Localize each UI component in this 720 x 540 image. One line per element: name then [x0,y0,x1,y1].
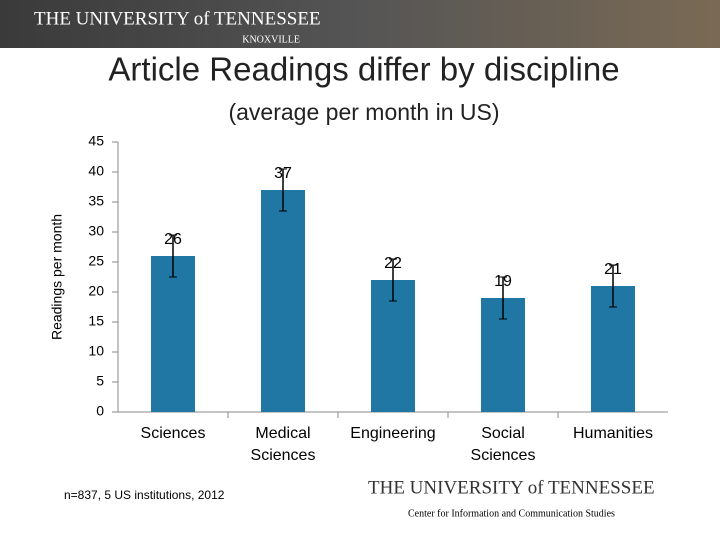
x-tick-label: Medical Sciences [250,425,316,464]
footnote: n=837, 5 US institutions, 2012 [64,488,225,502]
y-tick-label: 20 [88,283,104,299]
y-tick-label: 40 [88,163,104,179]
y-tick-label: 15 [88,313,104,329]
value-label: 26 [164,231,182,248]
y-tick-label: 30 [88,223,104,239]
bar [261,190,305,412]
x-tick-label: Sciences [140,425,206,442]
x-tick-label: Engineering [350,425,436,442]
chart-subtitle: (average per month in US) [228,99,499,125]
value-label: 19 [494,273,512,290]
y-tick-label: 10 [88,343,104,359]
chart-title: Article Readings differ by discipline [108,51,619,88]
bar [371,280,415,412]
y-tick-label: 5 [96,373,104,389]
x-tick-label: Social Sciences [470,425,536,464]
footer-center: Center for Information and Communication… [408,508,615,519]
x-tick-label: Humanities [572,425,654,442]
y-tick-label: 35 [88,193,104,209]
bar [151,256,195,412]
value-label: 37 [274,165,292,182]
header-campus: KNOXVILLE [242,34,300,45]
header-banner [0,0,720,48]
value-label: 21 [604,261,622,278]
header-university: THE UNIVERSITY of TENNESSEE [34,8,321,29]
value-label: 22 [384,255,402,272]
footer-university: THE UNIVERSITY of TENNESSEE [368,477,655,498]
y-tick-label: 45 [88,133,104,149]
y-tick-label: 0 [96,403,104,419]
y-tick-label: 25 [88,253,104,269]
y-axis-label: Readings per month [49,214,65,340]
